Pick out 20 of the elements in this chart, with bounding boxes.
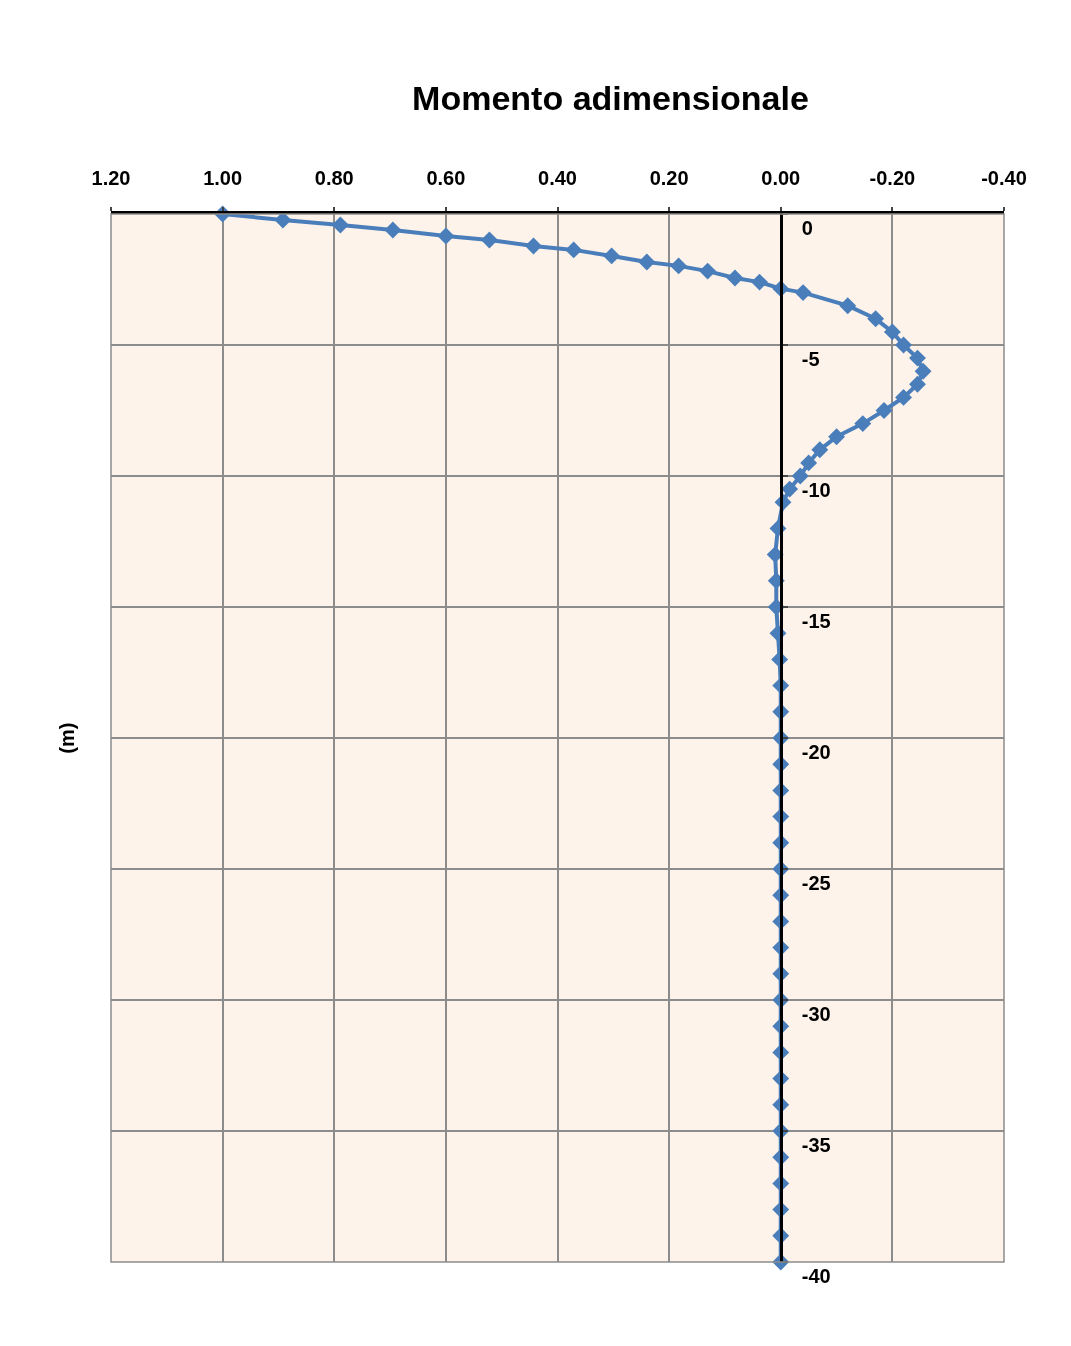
chart-title: Momento adimensionale (412, 79, 809, 118)
x-tick-label: 1.00 (203, 167, 243, 189)
y-tick-label: -30 (801, 1003, 831, 1025)
x-tick-label: 0.40 (538, 167, 577, 189)
y-tick-label: -25 (801, 872, 831, 894)
y-tick-label: -15 (801, 610, 831, 632)
y-tick-label: -5 (801, 348, 820, 370)
x-tick-label: 1.20 (91, 167, 131, 189)
x-tick-label: -0.20 (869, 167, 916, 189)
x-tick-label: 0.60 (426, 167, 466, 189)
x-tick-label: 0.00 (761, 167, 801, 189)
y-tick-label: -20 (801, 741, 831, 763)
x-tick-label: -0.40 (981, 167, 1027, 189)
x-tick-label: 0.20 (649, 167, 689, 189)
x-tick-label: 0.80 (314, 167, 354, 189)
y-tick-label: 0 (801, 217, 813, 239)
y-tick-label: -35 (801, 1134, 831, 1156)
y-tick-label: -10 (801, 479, 831, 501)
y-tick-label: -40 (801, 1265, 831, 1287)
y-axis-title: (m) (55, 722, 78, 754)
